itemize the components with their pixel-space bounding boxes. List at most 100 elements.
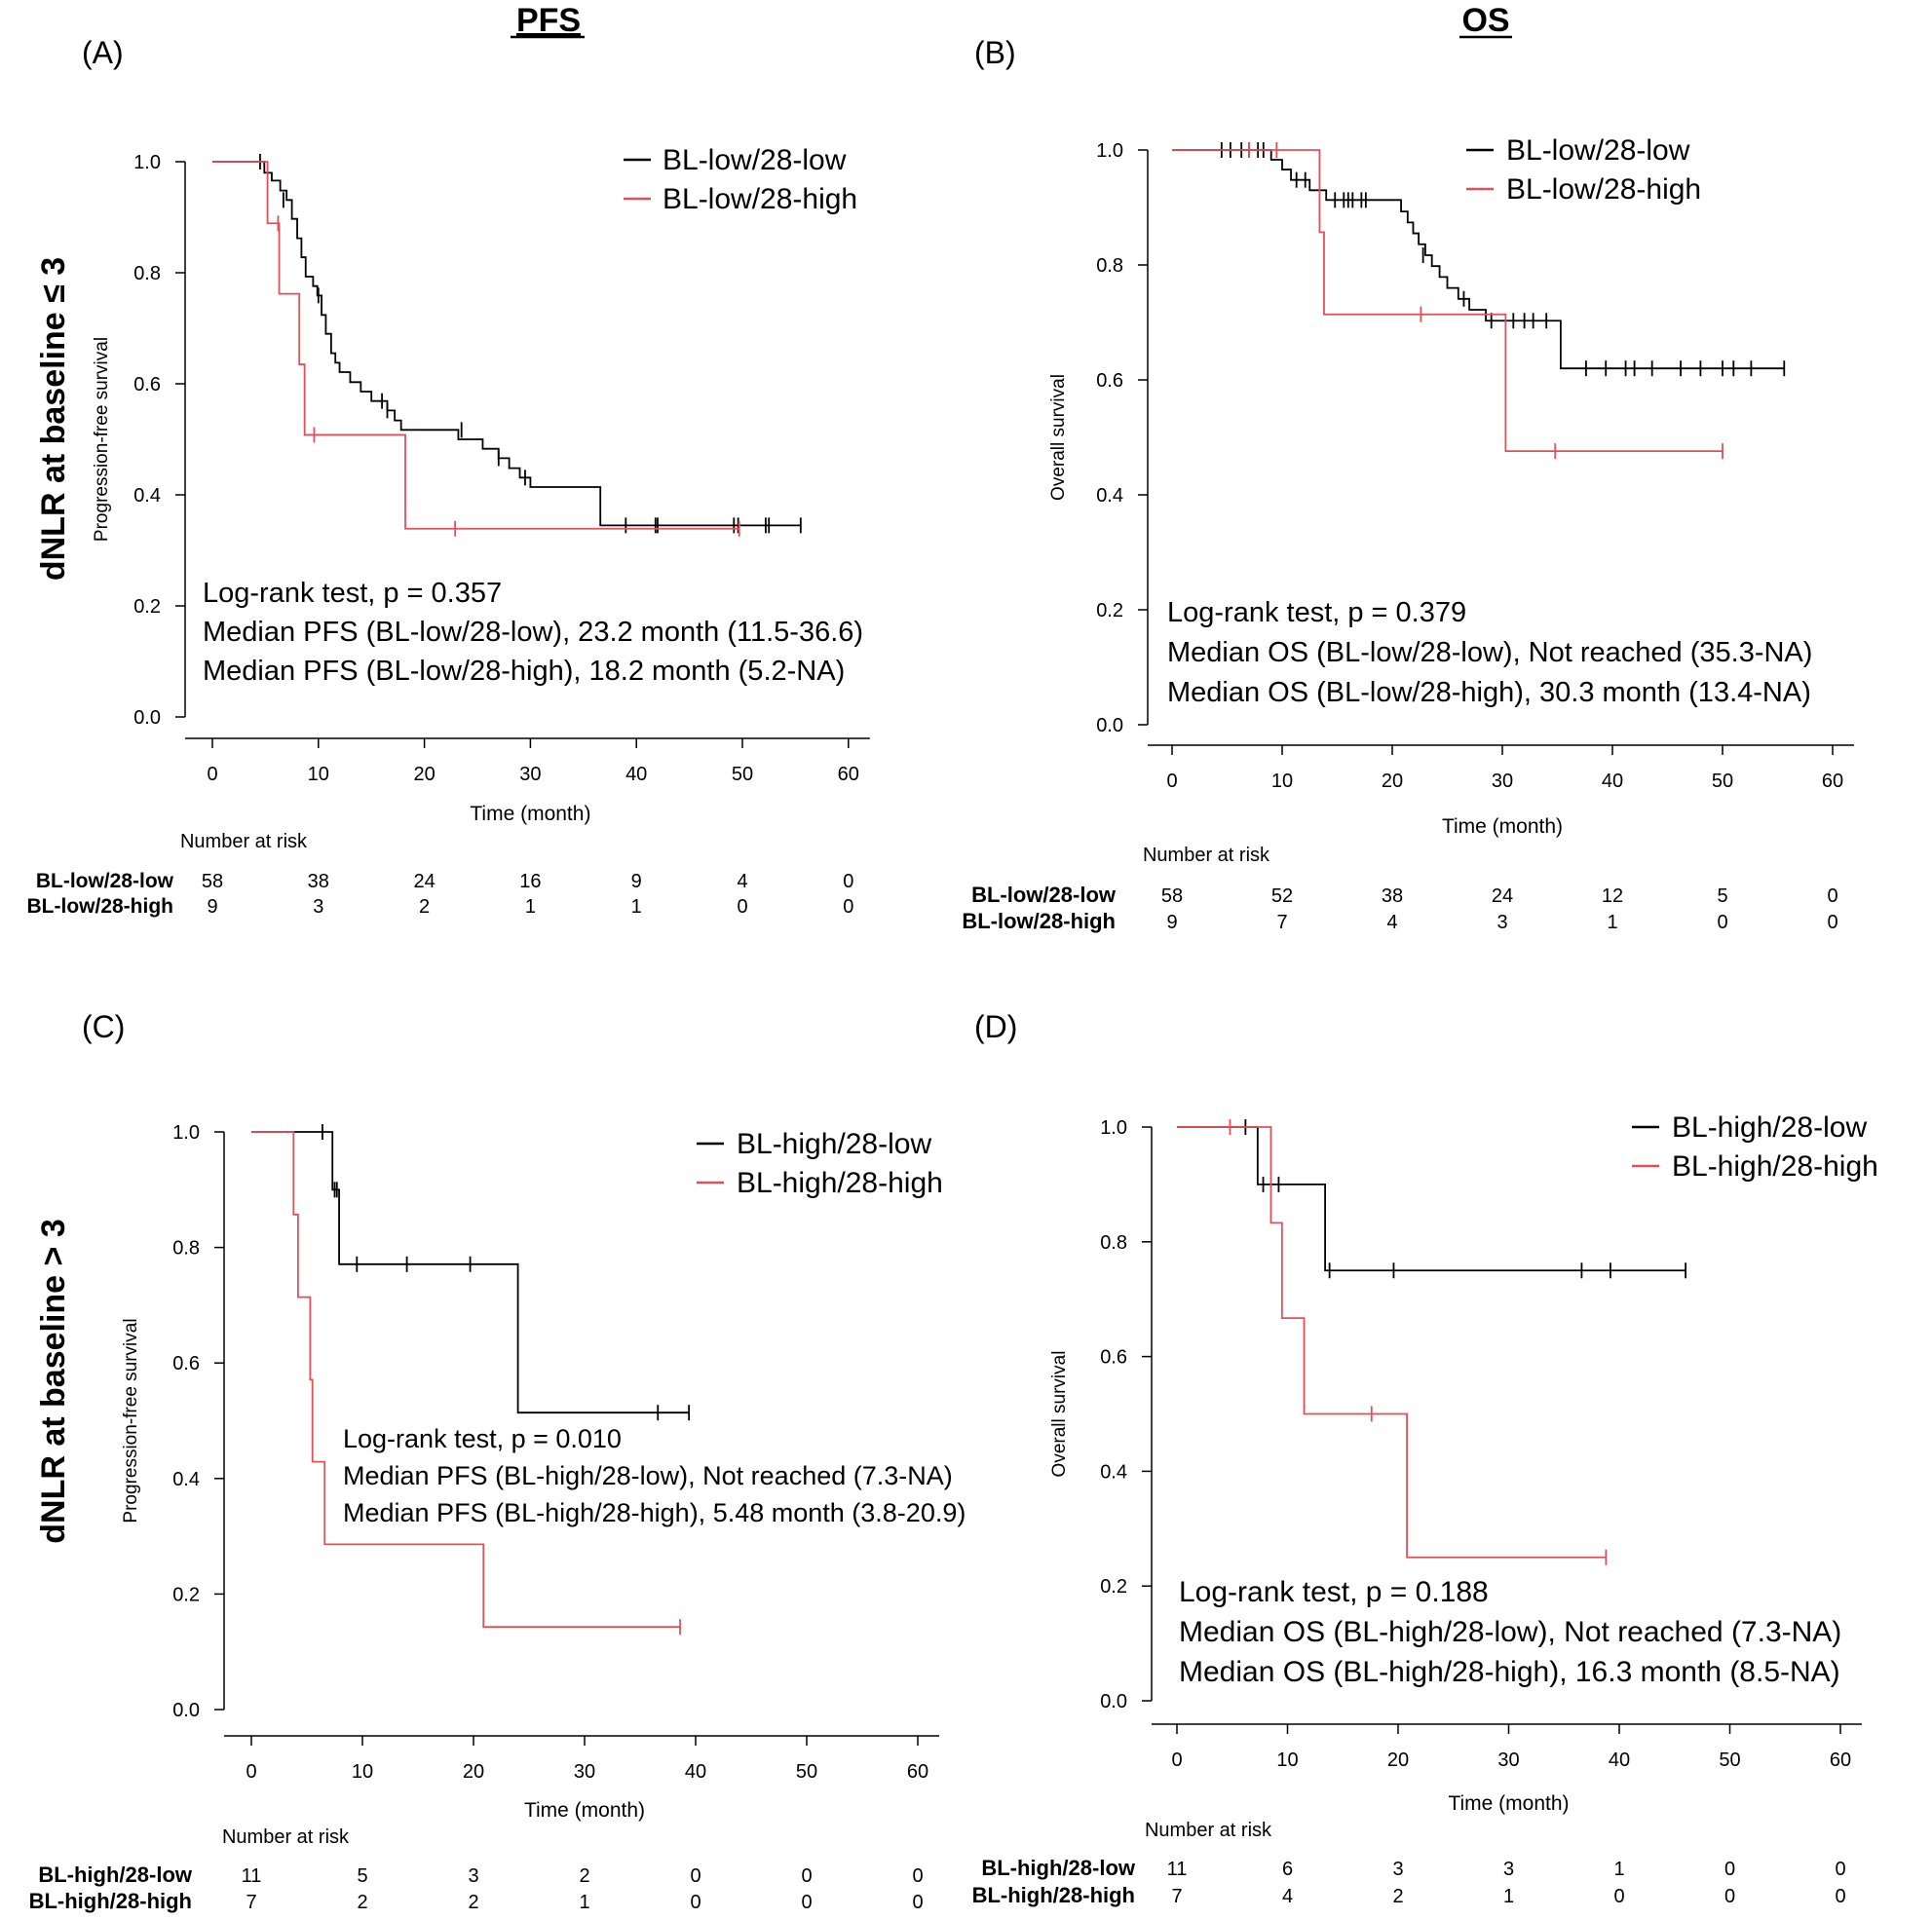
y-tick-label: 0.4 — [1100, 1461, 1127, 1483]
stats-annotation: Median OS (BL-low/28-high), 30.3 month (… — [1167, 677, 1811, 708]
risk-count: 9 — [1166, 912, 1177, 933]
y-tick-label: 0.8 — [172, 1238, 200, 1260]
y-tick-label: 0.6 — [172, 1353, 200, 1374]
x-tick-label: 10 — [1271, 771, 1293, 792]
km-panel-3: (D)0.00.20.40.60.81.00 10 20 30 40 50 60Overal… — [972, 1009, 1878, 1907]
risk-count: 0 — [912, 1865, 923, 1887]
risk-count: 1 — [1503, 1886, 1514, 1907]
risk-row-label: BL-low/28-high — [962, 909, 1116, 933]
risk-table-title: Number at risk — [222, 1826, 350, 1848]
y-tick-label: 0.0 — [1096, 715, 1123, 736]
risk-count: 0 — [843, 871, 853, 892]
legend-label: BL-low/28-low — [1506, 134, 1690, 167]
risk-count: 38 — [308, 871, 329, 892]
x-tick-label: 20 — [413, 764, 435, 785]
stats-annotation: Log-rank test, p = 0.010 — [343, 1424, 622, 1453]
risk-count: 0 — [843, 896, 853, 918]
x-tick-label: 10 — [352, 1761, 373, 1783]
y-tick-label: 0.6 — [1096, 370, 1123, 392]
risk-count: 9 — [207, 896, 217, 918]
risk-count: 7 — [246, 1892, 256, 1913]
stats-annotation: Log-rank test, p = 0.188 — [1179, 1576, 1489, 1608]
y-axis-title: Overall survival — [1049, 1351, 1070, 1478]
legend-label: BL-low/28-high — [663, 183, 857, 215]
stats-annotation: Median PFS (BL-high/28-low), Not reached… — [343, 1461, 953, 1490]
x-tick-label: 60 — [838, 764, 859, 785]
risk-count: 4 — [1386, 912, 1397, 933]
km-panel-0: (A)0.00.20.40.60.81.00 10 20 30 40 50 60Progre… — [27, 35, 870, 918]
risk-count: 3 — [313, 896, 323, 918]
x-tick-label: 50 — [1719, 1750, 1740, 1771]
stats-annotation: Log-rank test, p = 0.357 — [203, 578, 502, 609]
x-axis-title: Time (month) — [524, 1799, 645, 1822]
x-tick-label: 10 — [1276, 1750, 1298, 1771]
risk-count: 11 — [1167, 1859, 1188, 1880]
legend-label: BL-low/28-low — [663, 144, 847, 176]
risk-count: 1 — [1613, 1859, 1624, 1880]
stats-annotation: Median PFS (BL-low/28-high), 18.2 month … — [203, 656, 845, 687]
risk-count: 1 — [579, 1892, 589, 1913]
risk-count: 3 — [1496, 912, 1507, 933]
y-tick-label: 0.8 — [133, 263, 161, 284]
legend-label: BL-low/28-high — [1506, 173, 1701, 206]
y-tick-label: 0.8 — [1096, 255, 1123, 277]
x-tick-label: 0 — [207, 764, 217, 785]
col-header-pfs: PFS — [516, 2, 581, 39]
risk-row-label: BL-low/28-high — [27, 895, 174, 918]
x-tick-label: 0 — [246, 1761, 256, 1783]
risk-count: 0 — [690, 1865, 701, 1887]
x-tick-label: 50 — [796, 1761, 817, 1783]
survival-curve-28-low — [251, 1131, 690, 1414]
y-tick-label: 0.2 — [1096, 600, 1123, 621]
risk-count: 7 — [1276, 912, 1287, 933]
survival-curve-28-high — [1172, 149, 1723, 453]
risk-count: 2 — [468, 1892, 478, 1913]
y-tick-label: 1.0 — [172, 1122, 200, 1144]
risk-table-title: Number at risk — [1143, 845, 1270, 866]
risk-count: 24 — [413, 871, 435, 892]
x-tick-label: 30 — [1497, 1750, 1519, 1771]
km-panel-1: (B)0.00.20.40.60.81.00 10 20 30 40 50 60Overal… — [962, 35, 1854, 933]
y-tick-label: 0.4 — [172, 1469, 200, 1490]
stats-annotation: Median PFS (BL-high/28-high), 5.48 month… — [343, 1498, 966, 1527]
y-tick-label: 0.4 — [1096, 485, 1123, 507]
risk-count: 1 — [631, 896, 642, 918]
stats-annotation: Median OS (BL-high/28-low), Not reached … — [1179, 1616, 1841, 1648]
risk-count: 24 — [1492, 885, 1513, 907]
x-tick-label: 50 — [1712, 771, 1733, 792]
x-tick-label: 50 — [732, 764, 753, 785]
legend-label: BL-high/28-high — [737, 1167, 943, 1199]
risk-count: 0 — [1724, 1886, 1735, 1907]
y-tick-label: 0.2 — [133, 596, 161, 618]
risk-count: 3 — [1503, 1859, 1514, 1880]
risk-count: 16 — [519, 871, 541, 892]
y-tick-label: 0.0 — [133, 707, 161, 729]
risk-count: 7 — [1171, 1886, 1182, 1907]
risk-count: 2 — [1392, 1886, 1403, 1907]
x-tick-label: 40 — [1609, 1750, 1630, 1771]
col-header-os: OS — [1461, 2, 1509, 39]
risk-count: 3 — [468, 1865, 478, 1887]
y-tick-label: 0.4 — [133, 485, 161, 507]
x-tick-label: 40 — [1602, 771, 1623, 792]
survival-curve-28-high — [1177, 1126, 1607, 1559]
x-tick-label: 60 — [907, 1761, 928, 1783]
x-tick-label: 30 — [519, 764, 541, 785]
y-tick-label: 0.6 — [1100, 1347, 1127, 1369]
risk-count: 12 — [1602, 885, 1623, 907]
y-tick-label: 0.8 — [1100, 1232, 1127, 1254]
risk-count: 0 — [1724, 1859, 1735, 1880]
risk-count: 1 — [1607, 912, 1617, 933]
legend-label: BL-high/28-high — [1672, 1150, 1878, 1183]
risk-count: 9 — [631, 871, 642, 892]
risk-row-label: BL-low/28-low — [36, 870, 174, 892]
risk-count: 4 — [737, 871, 747, 892]
risk-row-label: BL-low/28-low — [971, 883, 1117, 907]
risk-count: 0 — [737, 896, 747, 918]
x-tick-label: 10 — [308, 764, 329, 785]
risk-table-title: Number at risk — [180, 831, 308, 852]
stats-annotation: Median OS (BL-high/28-high), 16.3 month … — [1179, 1656, 1840, 1688]
risk-count: 2 — [419, 896, 430, 918]
risk-count: 6 — [1282, 1859, 1293, 1880]
